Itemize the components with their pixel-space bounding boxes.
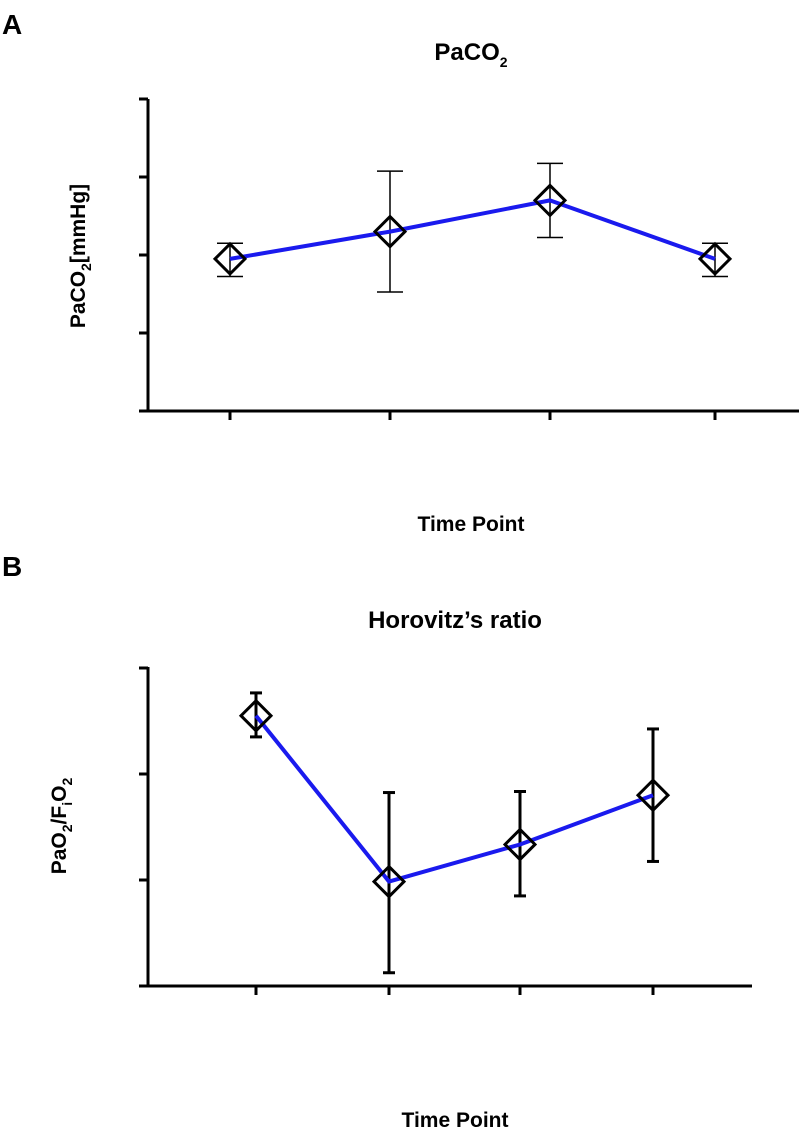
panel-b-data-point <box>238 698 274 733</box>
panel-a-x-axis-title: Time Point <box>418 513 525 536</box>
panel-a-y-axis-title: PaCO2[mmHg] <box>67 184 94 328</box>
panel-a: A PaCO2 PaCO2[mmHg] Time Point <box>2 9 799 536</box>
panel-b-letter: B <box>2 551 22 582</box>
panel-a-ticks <box>139 97 717 420</box>
panel-a-plot <box>212 162 733 293</box>
panel-b: B Horovitz’s ratio PaO2/FiO2 Time Point <box>2 551 752 1129</box>
panel-a-series-line <box>229 198 716 261</box>
panel-a-letter: A <box>2 9 22 40</box>
panel-a-data-point <box>697 241 733 277</box>
panel-b-x-axis-title: Time Point <box>402 1109 509 1129</box>
panel-a-data-point <box>372 214 408 249</box>
panel-a-title: PaCO2 <box>434 39 507 70</box>
panel-b-series-line <box>254 714 654 884</box>
panel-b-data-point <box>635 778 671 813</box>
panel-a-data-point <box>532 183 568 218</box>
panel-b-title: Horovitz’s ratio <box>368 607 542 634</box>
panel-b-plot <box>238 691 671 975</box>
panel-b-data-point <box>371 864 407 899</box>
panel-b-y-axis-title: PaO2/FiO2 <box>48 778 75 875</box>
panel-b-data-point <box>502 827 538 862</box>
panel-b-ticks <box>139 666 655 995</box>
panel-a-data-point <box>212 241 248 277</box>
